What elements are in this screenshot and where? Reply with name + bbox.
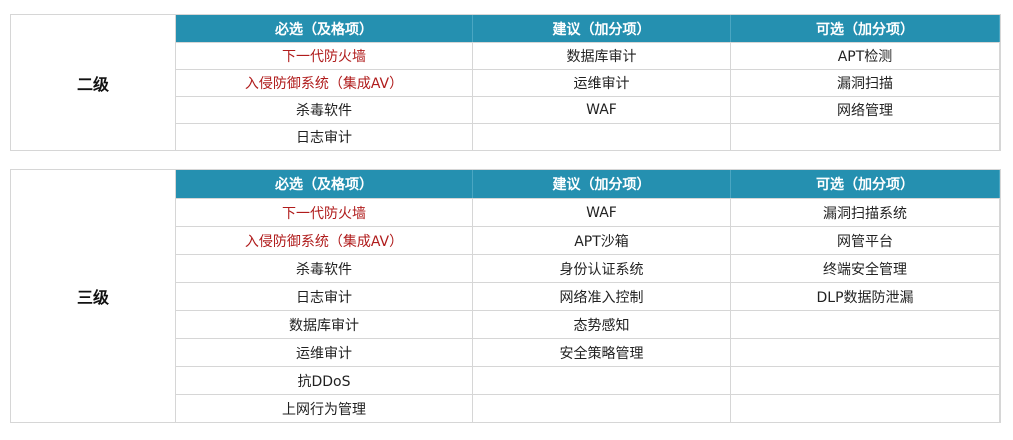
column-header: 可选（加分项） bbox=[731, 170, 1000, 198]
level-label: 二级 bbox=[11, 15, 176, 150]
table-cell: 杀毒软件 bbox=[176, 254, 473, 282]
level-2-table: 二级 必选（及格项） 建议（加分项） 可选（加分项） 下一代防火墙 数据库审计 APT检测入… bbox=[10, 14, 1001, 151]
table-cell: WAF bbox=[473, 198, 731, 226]
table-cell: 安全策略管理 bbox=[473, 338, 731, 366]
table-cell: 上网行为管理 bbox=[176, 394, 473, 422]
table-cell: 终端安全管理 bbox=[731, 254, 1000, 282]
table-cell: 网络管理 bbox=[731, 96, 1000, 123]
column-header: 必选（及格项） bbox=[176, 15, 473, 42]
table-cell: 网络准入控制 bbox=[473, 282, 731, 310]
table-cell: 抗DDoS bbox=[176, 366, 473, 394]
table-cell bbox=[473, 123, 731, 150]
table-cell: 身份认证系统 bbox=[473, 254, 731, 282]
table-cell: 日志审计 bbox=[176, 282, 473, 310]
table-cell bbox=[731, 123, 1000, 150]
column-header: 可选（加分项） bbox=[731, 15, 1000, 42]
table-cell bbox=[731, 338, 1000, 366]
table-cell bbox=[473, 366, 731, 394]
table-cell: APT沙箱 bbox=[473, 226, 731, 254]
column-header: 建议（加分项） bbox=[473, 15, 731, 42]
table-cell: 网管平台 bbox=[731, 226, 1000, 254]
table-cell: 数据库审计 bbox=[473, 42, 731, 69]
table-cell: 运维审计 bbox=[473, 69, 731, 96]
table-cell: 运维审计 bbox=[176, 338, 473, 366]
table-cell: DLP数据防泄漏 bbox=[731, 282, 1000, 310]
table-cell: APT检测 bbox=[731, 42, 1000, 69]
table-cell bbox=[473, 394, 731, 422]
table-cell: 下一代防火墙 bbox=[176, 42, 473, 69]
table-cell: 漏洞扫描系统 bbox=[731, 198, 1000, 226]
table-cell: 入侵防御系统（集成AV） bbox=[176, 69, 473, 96]
table-cell bbox=[731, 310, 1000, 338]
table-cell: WAF bbox=[473, 96, 731, 123]
column-header: 必选（及格项） bbox=[176, 170, 473, 198]
table-cell: 数据库审计 bbox=[176, 310, 473, 338]
table-cell: 日志审计 bbox=[176, 123, 473, 150]
level-label: 三级 bbox=[11, 170, 176, 422]
table-cell: 漏洞扫描 bbox=[731, 69, 1000, 96]
level-3-table: 三级 必选（及格项） 建议（加分项） 可选（加分项） 下一代防火墙 WAF 漏洞扫描系统入侵… bbox=[10, 169, 1001, 423]
table-cell: 下一代防火墙 bbox=[176, 198, 473, 226]
table-cell: 杀毒软件 bbox=[176, 96, 473, 123]
table-cell: 态势感知 bbox=[473, 310, 731, 338]
table-cell bbox=[731, 394, 1000, 422]
table-cell: 入侵防御系统（集成AV） bbox=[176, 226, 473, 254]
table-cell bbox=[731, 366, 1000, 394]
column-header: 建议（加分项） bbox=[473, 170, 731, 198]
